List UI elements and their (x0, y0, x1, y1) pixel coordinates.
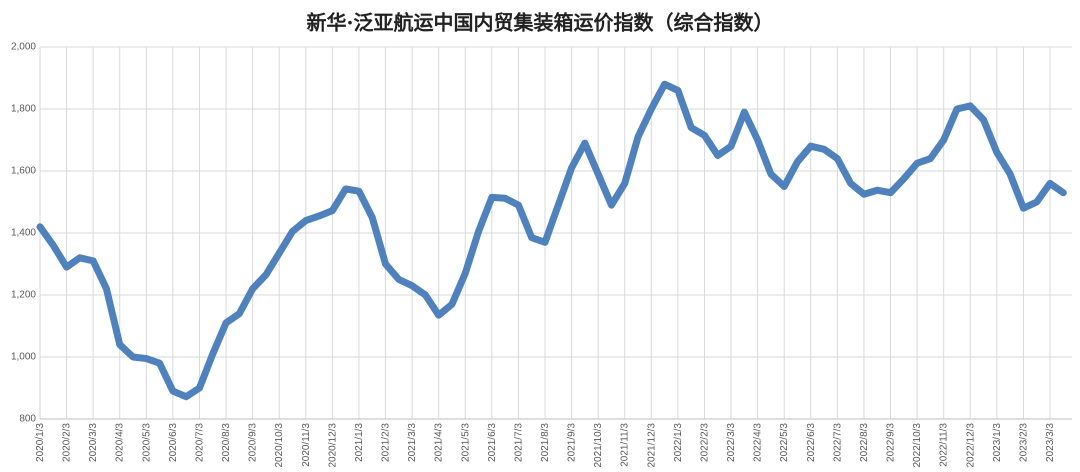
x-tick-label: 2021/4/3 (434, 423, 445, 462)
x-tick-label: 2020/5/3 (141, 423, 152, 462)
x-tick-label: 2020/8/3 (221, 423, 232, 462)
x-tick-label: 2022/7/3 (832, 423, 843, 462)
data-line (36, 80, 1067, 401)
chart-title: 新华·泛亚航运中国内贸集装箱运价指数（综合指数） (307, 11, 774, 35)
x-tick-label: 2021/2/3 (381, 423, 392, 462)
y-tick-label: 1,200 (11, 290, 36, 301)
x-tick-label: 2021/5/3 (460, 423, 471, 462)
y-tick-label: 1,000 (11, 352, 36, 363)
x-tick-label: 2020/12/3 (327, 423, 338, 468)
y-tick-label: 1,400 (11, 228, 36, 239)
x-tick-label: 2020/11/3 (301, 423, 312, 467)
x-tick-label: 2021/8/3 (540, 423, 551, 462)
y-tick-label: 1,800 (11, 104, 36, 115)
y-tick-label: 2,000 (11, 42, 36, 53)
x-tick-label: 2022/1/3 (673, 423, 684, 462)
x-tick-label: 2023/1/3 (992, 423, 1003, 462)
x-tick-label: 2021/6/3 (487, 423, 498, 462)
x-tick-label: 2021/1/3 (354, 423, 365, 462)
x-tick-label: 2020/2/3 (62, 423, 73, 462)
x-tick-label: 2023/2/3 (1018, 423, 1029, 462)
x-tick-label: 2022/11/3 (939, 423, 950, 467)
x-tick-label: 2021/7/3 (513, 423, 524, 462)
y-tick-label: 800 (19, 414, 36, 425)
x-tick-label: 2021/11/3 (620, 423, 631, 467)
x-tick-label: 2021/12/3 (646, 423, 657, 468)
x-tick-label: 2021/9/3 (567, 423, 578, 462)
y-tick-label: 1,600 (11, 166, 36, 177)
x-tick-label: 2020/1/3 (35, 423, 46, 462)
x-tick-label: 2021/3/3 (407, 423, 418, 462)
x-tick-label: 2020/3/3 (88, 423, 99, 462)
x-tick-label: 2020/10/3 (274, 423, 285, 468)
x-tick-label: 2022/5/3 (779, 423, 790, 462)
x-tick-label: 2022/10/3 (912, 423, 923, 468)
x-tick-label: 2022/12/3 (965, 423, 976, 468)
x-tick-label: 2022/9/3 (886, 423, 897, 462)
x-tick-label: 2022/2/3 (699, 423, 710, 462)
x-tick-label: 2020/4/3 (115, 423, 126, 462)
x-tick-label: 2020/9/3 (248, 423, 259, 462)
x-tick-label: 2022/4/3 (753, 423, 764, 462)
x-tick-label: 2022/8/3 (859, 423, 870, 462)
x-tick-label: 2020/6/3 (168, 423, 179, 462)
x-tick-label: 2022/6/3 (806, 423, 817, 462)
x-tick-label: 2021/10/3 (593, 423, 604, 468)
x-tick-label: 2022/3/3 (726, 423, 737, 462)
x-tick-label: 2020/7/3 (194, 423, 205, 462)
x-tick-label: 2023/3/3 (1045, 423, 1056, 462)
